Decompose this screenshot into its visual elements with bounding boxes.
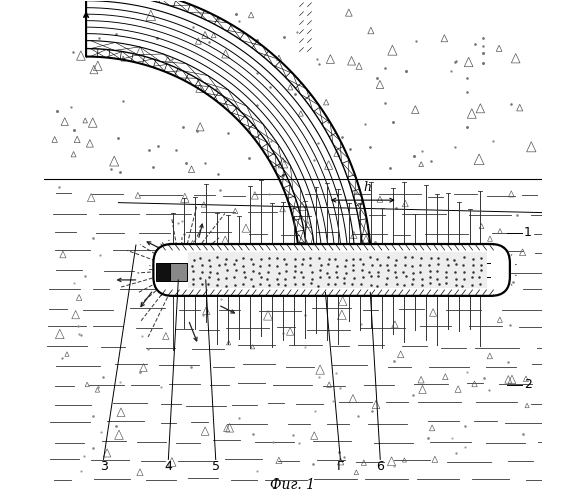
- Text: 3: 3: [100, 460, 107, 473]
- Text: Фиг. 1: Фиг. 1: [271, 478, 315, 492]
- Bar: [170, 262, 187, 281]
- Text: 4: 4: [165, 460, 172, 473]
- Text: h: h: [364, 181, 372, 194]
- Text: Г: Г: [336, 460, 344, 473]
- Text: 5: 5: [212, 460, 220, 473]
- FancyBboxPatch shape: [154, 244, 510, 296]
- Text: 6: 6: [376, 460, 384, 473]
- Text: 2: 2: [524, 378, 532, 391]
- Text: 1: 1: [524, 226, 532, 239]
- Bar: [156, 262, 170, 281]
- Bar: [188, 252, 488, 288]
